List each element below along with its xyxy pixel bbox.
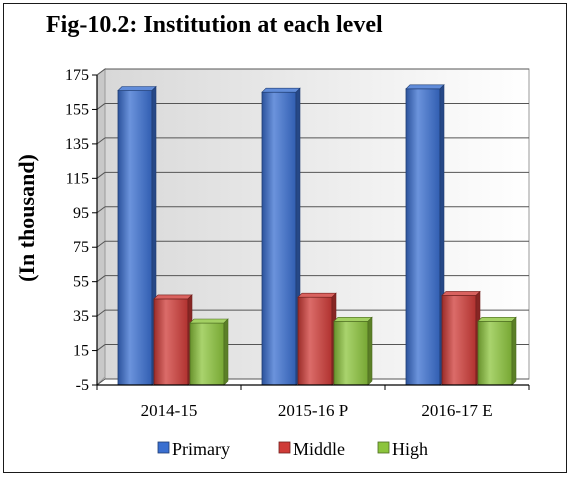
y-tick-label: 15 bbox=[73, 343, 89, 360]
bar-high-1 bbox=[333, 316, 373, 386]
y-tick-label: 75 bbox=[73, 239, 89, 256]
bar-primary-1 bbox=[261, 87, 301, 386]
gridline-depth bbox=[96, 206, 106, 214]
gridline-depth bbox=[96, 103, 106, 110]
bar-middle-1 bbox=[297, 292, 337, 386]
bar-side bbox=[367, 316, 373, 386]
bar-top bbox=[189, 318, 229, 324]
gridline-depth bbox=[96, 275, 106, 283]
legend-swatch-middle bbox=[278, 441, 291, 454]
bar-top bbox=[477, 316, 517, 322]
y-tick-label: 35 bbox=[73, 308, 89, 325]
bar-top bbox=[117, 86, 157, 91]
bar-face bbox=[333, 320, 369, 386]
gridline-depth bbox=[96, 240, 106, 248]
bar-top bbox=[333, 316, 373, 322]
bar-face bbox=[405, 88, 441, 386]
legend-swatch-high bbox=[377, 441, 390, 454]
legend-label-middle: Middle bbox=[293, 439, 345, 459]
bar-high-2 bbox=[477, 316, 517, 386]
plot-side-wall bbox=[96, 68, 106, 387]
bar-side bbox=[511, 316, 517, 386]
gridline-depth bbox=[96, 309, 106, 317]
y-axis-label: (In thousand) bbox=[14, 154, 39, 282]
legend-swatch-primary bbox=[157, 441, 170, 454]
gridline-depth bbox=[96, 171, 106, 179]
bar-top bbox=[405, 84, 445, 90]
gridline-depth bbox=[96, 137, 106, 145]
x-category-label: 2016-17 E bbox=[421, 401, 492, 420]
y-tick-label: 115 bbox=[66, 170, 89, 187]
bar-primary-0 bbox=[117, 85, 157, 386]
legend-label-primary: Primary bbox=[172, 439, 230, 459]
gridline-depth bbox=[96, 344, 106, 351]
bar-high-0 bbox=[189, 318, 229, 386]
y-tick-label: 55 bbox=[73, 274, 89, 291]
bar-face bbox=[441, 295, 477, 386]
bar-primary-2 bbox=[405, 84, 445, 386]
gridline-depth bbox=[96, 378, 106, 386]
y-tick-label: 155 bbox=[65, 101, 89, 118]
bar-top bbox=[261, 87, 301, 93]
bar-face bbox=[117, 90, 153, 386]
bar-face bbox=[153, 298, 189, 386]
legend-label-high: High bbox=[392, 439, 428, 459]
y-tick-label: 135 bbox=[65, 136, 89, 153]
x-category-label: 2014-15 bbox=[141, 401, 198, 420]
bar-side bbox=[223, 318, 229, 386]
y-tick-label: 175 bbox=[65, 67, 89, 84]
gridline-depth bbox=[96, 68, 106, 76]
x-category-label: 2015-16 P bbox=[278, 401, 348, 420]
bar-face bbox=[477, 320, 513, 386]
bar-middle-2 bbox=[441, 290, 481, 386]
bar-face bbox=[261, 91, 297, 386]
bar-middle-0 bbox=[153, 294, 193, 386]
bar-top bbox=[153, 294, 193, 300]
y-tick-label: 95 bbox=[73, 205, 89, 222]
bar-face bbox=[189, 322, 225, 386]
bar-top bbox=[297, 292, 337, 298]
bar-face bbox=[297, 296, 333, 386]
y-tick-label: -5 bbox=[76, 377, 89, 394]
bar-top bbox=[441, 291, 481, 296]
chart-title: Fig-10.2: Institution at each level bbox=[46, 12, 383, 38]
